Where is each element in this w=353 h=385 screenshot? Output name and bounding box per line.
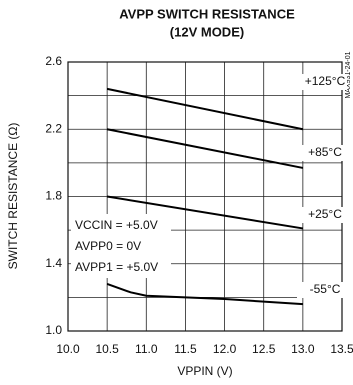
series-line	[106, 282, 303, 306]
series-line	[106, 128, 304, 169]
annotation: AVPP1 = +5.0V	[75, 260, 158, 274]
x-tick-label: 12.0	[213, 342, 237, 356]
side-note: MAX931-24-01	[345, 51, 352, 98]
y-tick-label: 1.4	[45, 256, 62, 270]
series-label-bg	[297, 74, 347, 90]
x-tick-label: 11.0	[135, 342, 158, 356]
x-axis-label: VPPIN (V)	[177, 364, 232, 378]
series-label: +25°C	[308, 207, 342, 221]
series-label: +85°C	[308, 145, 342, 159]
y-tick-label: 2.2	[45, 121, 62, 135]
x-tick-label: 10.0	[56, 342, 80, 356]
y-tick-label: 1.8	[45, 189, 62, 203]
chart-subtitle: (12V MODE)	[170, 24, 244, 39]
series-line	[106, 195, 304, 230]
x-tick-label: 10.5	[95, 342, 119, 356]
series-label-bg	[297, 207, 347, 223]
x-tick-label: 11.5	[174, 342, 197, 356]
series-label-bg	[297, 282, 347, 298]
annotation: AVPP0 = 0V	[75, 239, 141, 253]
series-label: -55°C	[310, 282, 341, 296]
annotation-box	[71, 214, 171, 278]
chart-title: AVPP SWITCH RESISTANCE	[119, 6, 295, 21]
annotation: VCCIN = +5.0V	[75, 218, 158, 232]
x-tick-label: 12.5	[252, 342, 276, 356]
series-line	[106, 87, 304, 131]
plot-frame	[67, 61, 343, 332]
x-tick-label: 13.0	[291, 342, 315, 356]
y-tick-label: 2.6	[45, 54, 62, 68]
y-axis-label: SWITCH RESISTANCE (Ω)	[6, 123, 20, 270]
series-label: +125°C	[305, 74, 346, 88]
x-tick-label: 13.5	[330, 342, 353, 356]
series-label-bg	[297, 145, 347, 161]
y-tick-label: 1.0	[45, 323, 62, 337]
